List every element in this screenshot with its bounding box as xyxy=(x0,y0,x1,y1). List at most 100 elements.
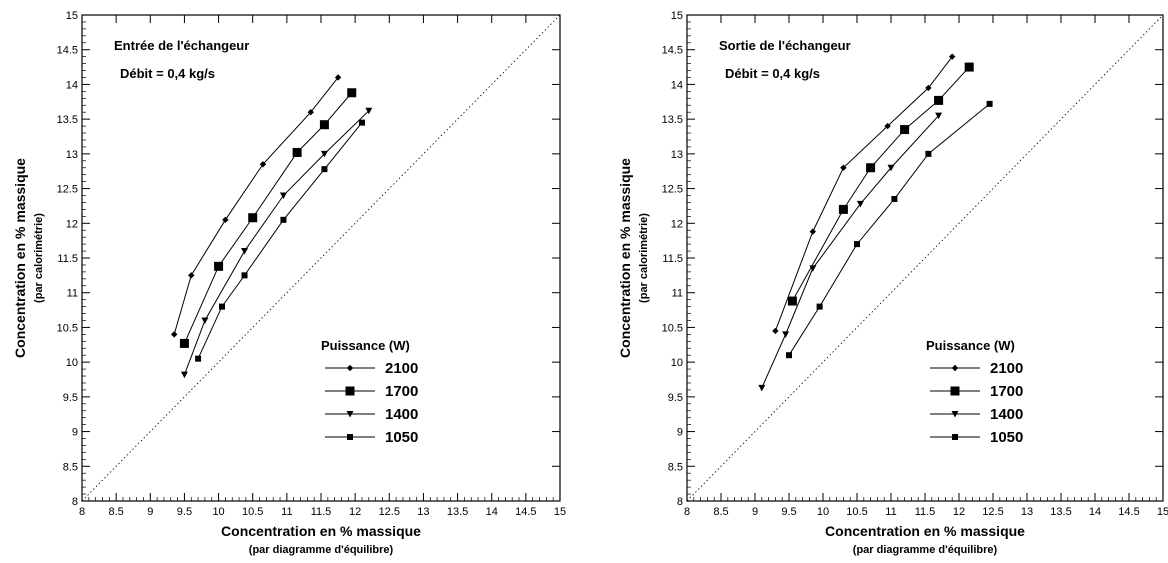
legend-entry-1700: 1700 xyxy=(325,383,418,400)
series-line-2100 xyxy=(173,77,339,335)
data-point-1700 xyxy=(347,88,357,98)
y-tick-label: 9.5 xyxy=(63,392,78,404)
data-point-1400 xyxy=(782,331,790,338)
data-point-1050 xyxy=(358,119,365,126)
data-point-1400 xyxy=(241,248,249,255)
y-tick-label: 8.5 xyxy=(63,461,78,473)
chart-panel-inlet: 8 8.5 9 9.5 10 10.5 11 11.5 12 12.5 13 13.5 14 14.5 15… xyxy=(0,0,580,563)
y-axis-label: Concentration en % massique xyxy=(12,158,28,358)
y-axis-sublabel: (par calorimétrie) xyxy=(638,213,650,303)
series-line-1700 xyxy=(183,92,353,344)
x-tick-label: 15 xyxy=(554,506,566,518)
series-1050 xyxy=(195,119,365,362)
legend-marker xyxy=(346,411,354,418)
data-point-1700 xyxy=(179,338,189,348)
legend-marker xyxy=(952,434,958,440)
data-point-1400 xyxy=(758,384,766,392)
x-tick-label: 12 xyxy=(953,506,965,518)
chart-inlet: 8 8.5 9 9.5 10 10.5 11 11.5 12 12.5 13 13.5 14 14.5 15… xyxy=(12,10,566,556)
data-point-1050 xyxy=(321,166,328,173)
legend-label: 1050 xyxy=(385,429,418,446)
legend-label: 1700 xyxy=(990,383,1023,400)
y-tick-label: 10 xyxy=(66,357,78,369)
data-point-1700 xyxy=(319,120,329,130)
legend-marker xyxy=(346,364,354,372)
series-1400 xyxy=(758,112,943,392)
data-point-1050 xyxy=(986,100,993,107)
y-tick-label: 10.5 xyxy=(57,322,78,334)
data-point-2100 xyxy=(334,74,342,81)
legend-marker xyxy=(347,434,353,440)
y-tick-label: 8 xyxy=(72,496,78,508)
x-tick-label: 8.5 xyxy=(108,506,123,518)
y-axis-label: Concentration en % massique xyxy=(617,158,633,358)
data-point-2100 xyxy=(307,109,314,116)
x-tick-label: 14 xyxy=(486,506,498,518)
x-tick-label: 8 xyxy=(684,506,690,518)
y-tick-label: 13 xyxy=(66,149,78,161)
x-tick-label: 12.5 xyxy=(379,506,400,518)
y-tick-label: 9.5 xyxy=(668,392,683,404)
y-tick-label: 14 xyxy=(671,79,683,91)
x-tick-label: 14.5 xyxy=(1118,506,1139,518)
y-tick-label: 14 xyxy=(66,79,78,91)
y-tick-label: 10 xyxy=(671,357,683,369)
data-point-1700 xyxy=(964,62,974,72)
data-point-1050 xyxy=(854,241,860,248)
data-point-1050 xyxy=(925,150,932,157)
x-tick-label: 10.5 xyxy=(846,506,867,518)
x-tick-label: 10 xyxy=(817,506,829,518)
reference-line xyxy=(81,14,561,502)
series-line-1050 xyxy=(788,103,990,356)
legend-title: Puissance (W) xyxy=(321,338,410,353)
chart-annotation-location: Entrée de l'échangeur xyxy=(114,38,249,53)
data-point-1700 xyxy=(787,296,797,306)
series-line-1400 xyxy=(183,110,370,375)
data-point-2100 xyxy=(188,272,195,279)
y-tick-label: 11.5 xyxy=(57,253,78,265)
data-point-2100 xyxy=(222,216,229,224)
y-tick-label: 15 xyxy=(671,10,683,22)
x-tick-label: 9 xyxy=(752,506,758,518)
x-tick-label: 11.5 xyxy=(311,506,332,518)
x-tick-label: 9.5 xyxy=(177,506,192,518)
y-tick-label: 9 xyxy=(677,427,683,439)
x-tick-label: 11 xyxy=(885,506,896,518)
series-line-2100 xyxy=(774,56,953,332)
data-point-1400 xyxy=(809,265,817,272)
series-line-1400 xyxy=(761,115,939,389)
data-point-1700 xyxy=(838,204,848,214)
y-tick-label: 14.5 xyxy=(662,45,683,57)
data-point-1400 xyxy=(365,107,373,115)
data-point-1400 xyxy=(279,192,287,200)
data-point-1700 xyxy=(214,261,224,271)
data-point-1700 xyxy=(292,147,302,157)
x-axis-sublabel: (par diagramme d'équilibre) xyxy=(249,544,394,556)
x-tick-label: 12 xyxy=(349,506,361,518)
series-2100 xyxy=(772,53,956,335)
data-point-1400 xyxy=(180,371,188,379)
x-tick-label: 13 xyxy=(417,506,429,518)
series-1700 xyxy=(179,88,357,348)
legend-marker xyxy=(951,411,959,418)
data-point-2100 xyxy=(925,84,932,92)
series-1050 xyxy=(786,100,993,359)
data-point-1400 xyxy=(856,200,864,208)
chart-annotation-location: Sortie de l'échangeur xyxy=(719,38,851,53)
data-point-2100 xyxy=(809,228,816,235)
y-tick-label: 11.5 xyxy=(662,253,683,265)
x-axis-label: Concentration en % massique xyxy=(825,523,1025,539)
series-line-1050 xyxy=(197,122,363,359)
x-tick-label: 10 xyxy=(212,506,224,518)
legend-label: 1050 xyxy=(990,429,1023,446)
x-tick-label: 13 xyxy=(1021,506,1033,518)
legend-entry-2100: 2100 xyxy=(930,360,1023,377)
y-axis-sublabel: (par calorimétrie) xyxy=(33,213,45,303)
y-tick-label: 9 xyxy=(72,427,78,439)
data-point-1050 xyxy=(786,352,792,359)
x-tick-label: 15 xyxy=(1157,506,1168,518)
legend-entry-1050: 1050 xyxy=(930,429,1023,446)
x-tick-label: 8.5 xyxy=(713,506,728,518)
chart-panel-outlet: 8 8.5 9 9.5 10 10.5 11 11.5 12 12.5 13 13.5 14 14.5 15… xyxy=(588,0,1168,563)
